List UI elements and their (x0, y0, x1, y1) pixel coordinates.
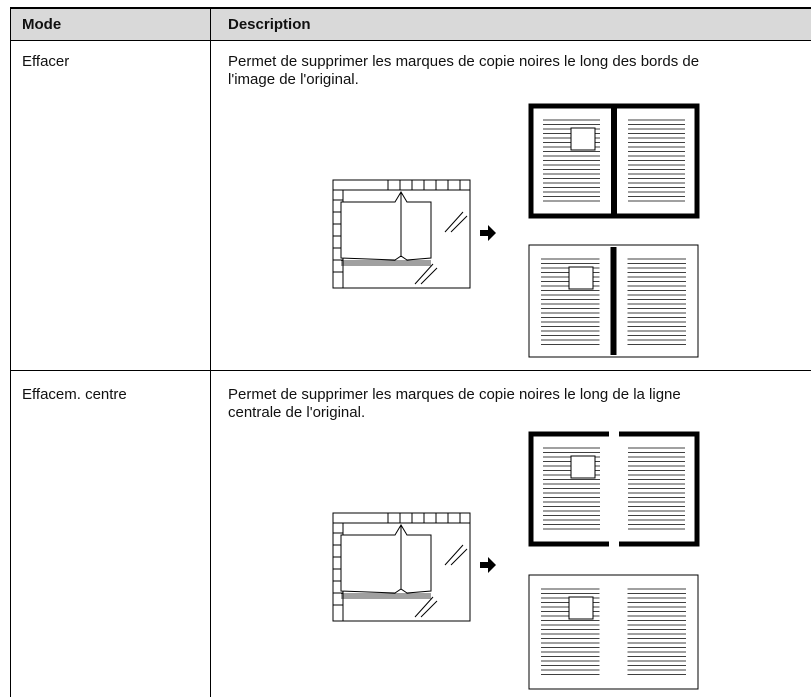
book (340, 524, 432, 594)
glass-glare (414, 263, 434, 285)
image-box (568, 596, 594, 620)
glass-glare (444, 544, 464, 566)
image-box (570, 455, 596, 479)
description-line: Permet de supprimer les marques de copie… (228, 386, 681, 403)
header-background (10, 9, 811, 40)
glass-glare (420, 600, 438, 618)
mode-cell: Effacem. centre (22, 386, 127, 403)
glass-glare (414, 596, 434, 618)
description-line: Permet de supprimer les marques de copie… (228, 53, 700, 70)
left-border (10, 9, 11, 697)
center-mark (610, 247, 617, 355)
image-box (570, 127, 596, 151)
glass-glare (450, 215, 468, 233)
center-gap (609, 430, 619, 548)
center-mark (611, 108, 617, 214)
arrow (480, 225, 496, 241)
arrow (480, 557, 496, 573)
header-cell: Description (228, 16, 311, 33)
row-separator (10, 370, 811, 371)
column-separator (210, 9, 211, 697)
table-top-border (10, 7, 811, 9)
header-bottom-border (10, 40, 811, 41)
image-box (568, 266, 594, 290)
glass-glare (420, 267, 438, 285)
mode-cell: Effacer (22, 53, 70, 70)
book (340, 191, 432, 261)
glass-glare (450, 548, 468, 566)
description-line: l'image de l'original. (228, 71, 359, 88)
description-line: centrale de l'original. (228, 404, 366, 421)
output-page (528, 574, 699, 690)
glass-glare (444, 211, 464, 233)
header-cell: Mode (22, 16, 62, 33)
